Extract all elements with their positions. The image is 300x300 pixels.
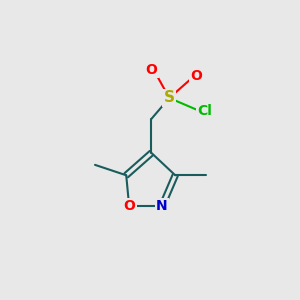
Text: O: O [146,63,158,77]
Text: O: O [123,200,135,214]
Text: Cl: Cl [197,104,212,118]
Text: S: S [164,91,175,106]
Text: N: N [156,200,168,214]
Text: O: O [190,69,202,83]
